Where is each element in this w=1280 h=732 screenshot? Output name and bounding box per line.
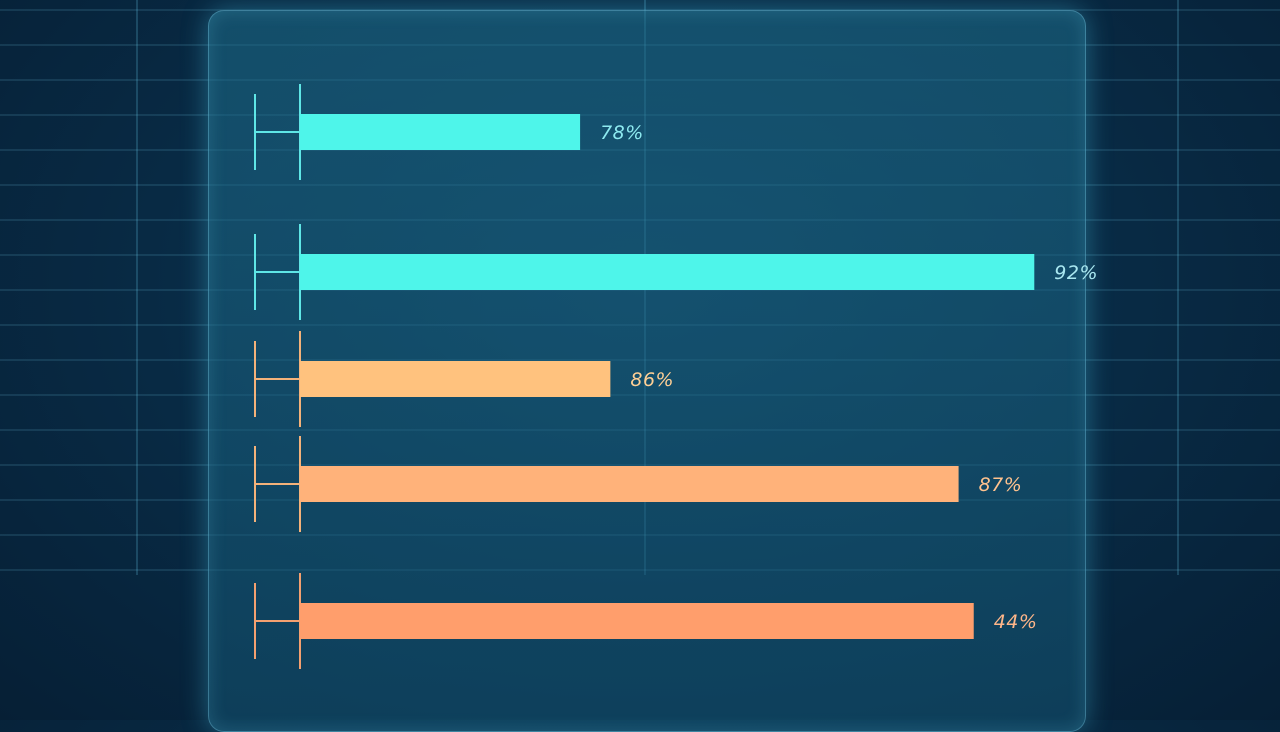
bar-value-label: 78%: [600, 122, 644, 144]
bar: [300, 361, 611, 397]
bar-value-label: 86%: [630, 369, 674, 391]
bar: [300, 466, 959, 502]
bar-value-label: 87%: [979, 474, 1023, 496]
bar: [300, 603, 974, 639]
bar: [300, 254, 1035, 290]
bar: [300, 114, 581, 150]
bar-value-label: 92%: [1054, 262, 1098, 284]
bar-value-label: 44%: [994, 611, 1038, 633]
